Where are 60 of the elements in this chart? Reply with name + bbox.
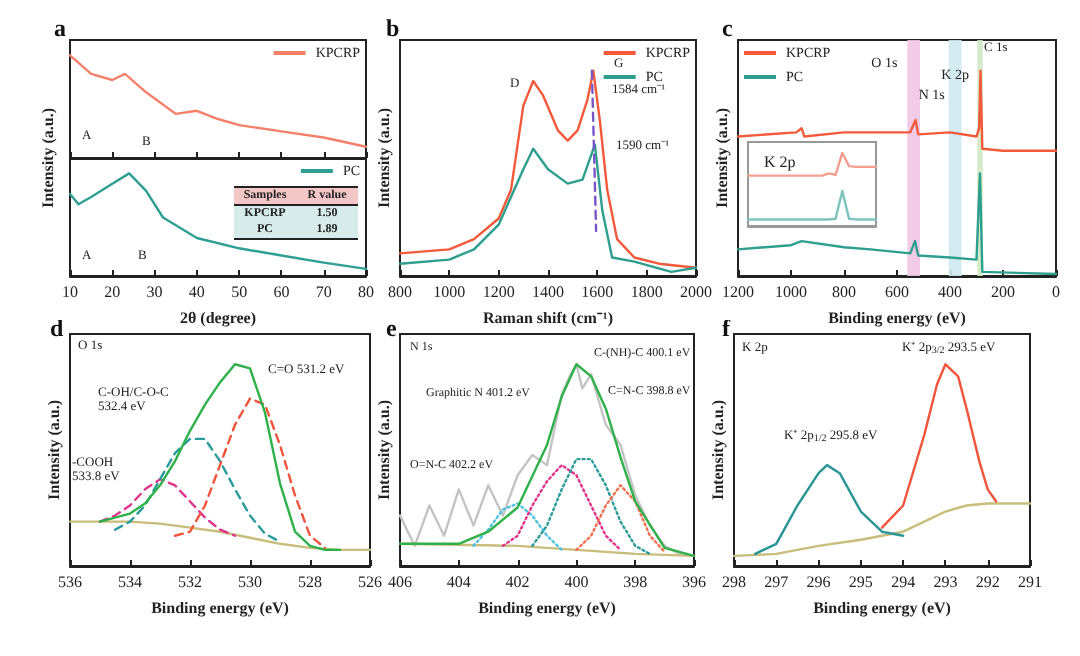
x-tick-label: 402	[505, 573, 530, 591]
chart-title: d	[50, 314, 64, 342]
x-tick-label: 396	[682, 573, 706, 591]
y-axis-title: Intensity (a.u.)	[375, 107, 393, 209]
y-axis-title: Intensity (a.u.)	[709, 399, 727, 501]
y-axis-title: Intensity (a.u.)	[39, 107, 57, 209]
x-tick-label: 50	[231, 283, 248, 301]
x-tick-label: 1400	[532, 283, 564, 301]
chart-title: e	[386, 314, 398, 342]
x-tick-label: 536	[58, 573, 82, 591]
x-tick-label: 1600	[581, 283, 614, 301]
y-axis-title: Intensity (a.u.)	[45, 399, 63, 501]
x-tick-label: 400	[938, 283, 962, 301]
x-tick-label: 200	[991, 283, 1015, 301]
x-tick-label: 526	[358, 573, 382, 591]
x-tick-label: 80	[358, 283, 374, 301]
x-tick-label: 296	[806, 573, 831, 591]
x-tick-label: 294	[891, 573, 916, 591]
x-tick-label: 528	[298, 573, 322, 591]
y-axis-title: Intensity (a.u.)	[375, 399, 393, 501]
x-tick-label: 1800	[630, 283, 663, 301]
y-axis-title: Intensity (a.u.)	[713, 107, 731, 209]
x-tick-label: 1200	[482, 283, 515, 301]
x-tick-label: 406	[388, 573, 412, 591]
x-tick-label: 600	[885, 283, 909, 301]
x-tick-label: 1200	[722, 283, 754, 301]
x-tick-label: 800	[832, 283, 856, 301]
x-axis-title: 2θ (degree)	[179, 308, 257, 327]
x-tick-label: 532	[178, 573, 202, 591]
x-tick-label: 70	[315, 283, 332, 301]
x-axis-title: Binding energy (eV)	[813, 598, 952, 617]
x-axis-title: Binding energy (eV)	[151, 598, 290, 617]
x-tick-label: 295	[848, 573, 873, 591]
x-tick-label: 800	[388, 283, 412, 301]
x-tick-label: 20	[104, 283, 121, 301]
x-tick-label: 534	[118, 573, 142, 591]
x-tick-label: 1000	[433, 283, 466, 301]
x-tick-label: 400	[564, 573, 589, 591]
x-tick-label: 298	[722, 573, 746, 591]
x-tick-label: 30	[146, 283, 163, 301]
chart-title: K 2p	[764, 153, 796, 171]
x-tick-label: 292	[975, 573, 1000, 591]
chart-title: c	[722, 14, 734, 42]
x-tick-label: 10	[62, 283, 78, 301]
x-axis-title: Binding energy (eV)	[478, 598, 617, 617]
x-tick-label: 404	[446, 573, 471, 591]
x-tick-label: 291	[1018, 573, 1042, 591]
x-tick-label: 2000	[680, 283, 712, 301]
x-tick-label: 1000	[775, 283, 807, 301]
x-tick-label: 60	[273, 283, 290, 301]
x-tick-label: 293	[933, 573, 958, 591]
chart-title: b	[386, 14, 400, 42]
x-tick-label: 398	[623, 573, 648, 591]
x-tick-label: 530	[238, 573, 262, 591]
x-tick-label: 0	[1052, 283, 1060, 301]
x-axis-title: Raman shift (cm⁻¹)	[483, 308, 614, 327]
x-tick-label: 297	[764, 573, 789, 591]
chart-title: a	[54, 14, 66, 42]
x-axis-title: Binding energy (eV)	[828, 308, 967, 327]
x-tick-label: 40	[188, 283, 205, 301]
